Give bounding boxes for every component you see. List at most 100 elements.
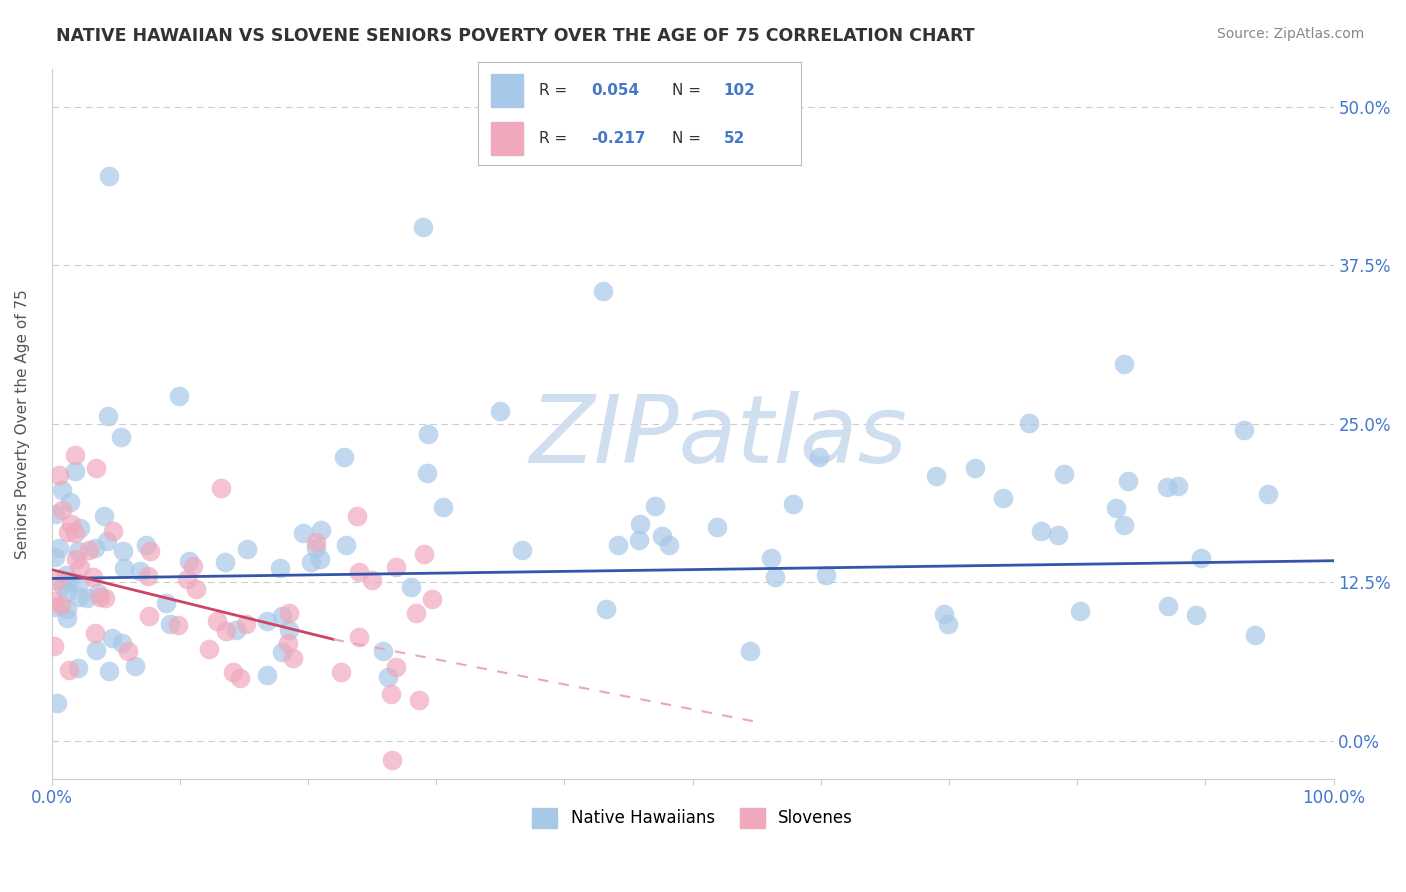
Point bbox=[384, 560, 406, 574]
Point bbox=[405, 606, 427, 620]
Point bbox=[782, 497, 804, 511]
Point bbox=[416, 466, 439, 480]
Point bbox=[763, 570, 786, 584]
Point bbox=[270, 609, 292, 624]
Point bbox=[69, 521, 91, 535]
Point bbox=[335, 537, 357, 551]
Point bbox=[58, 574, 80, 588]
Point bbox=[814, 568, 837, 582]
Point bbox=[82, 570, 104, 584]
Point bbox=[44, 599, 66, 614]
Point bbox=[380, 687, 402, 701]
Point bbox=[97, 664, 120, 678]
Point bbox=[381, 753, 404, 767]
Point bbox=[305, 541, 328, 555]
Point bbox=[67, 661, 90, 675]
Point bbox=[706, 519, 728, 533]
Point bbox=[58, 663, 80, 677]
Point bbox=[136, 568, 159, 582]
Bar bbox=[491, 74, 523, 106]
Bar bbox=[491, 122, 523, 155]
Point bbox=[51, 503, 73, 517]
Text: R =: R = bbox=[540, 131, 572, 146]
Point bbox=[221, 665, 243, 679]
Point bbox=[42, 639, 65, 653]
Point bbox=[69, 559, 91, 574]
Point bbox=[55, 567, 77, 582]
Point bbox=[211, 481, 233, 495]
Point bbox=[112, 543, 135, 558]
Point bbox=[1184, 607, 1206, 622]
Legend: Native Hawaiians, Slovenes: Native Hawaiians, Slovenes bbox=[526, 801, 859, 835]
Point bbox=[177, 554, 200, 568]
Point bbox=[592, 284, 614, 298]
Point bbox=[67, 590, 90, 604]
Point bbox=[399, 580, 422, 594]
Point bbox=[346, 508, 368, 523]
Point bbox=[658, 538, 681, 552]
Point bbox=[135, 538, 157, 552]
Text: -0.217: -0.217 bbox=[592, 131, 645, 146]
Point bbox=[59, 494, 82, 508]
Point bbox=[651, 529, 673, 543]
Point bbox=[65, 526, 87, 541]
Point bbox=[87, 586, 110, 600]
Point bbox=[432, 500, 454, 514]
Point bbox=[76, 591, 98, 606]
Text: 52: 52 bbox=[724, 131, 745, 146]
Point bbox=[1156, 480, 1178, 494]
Point bbox=[934, 607, 956, 621]
Point bbox=[1047, 528, 1070, 542]
Text: N =: N = bbox=[672, 83, 706, 97]
Point bbox=[49, 599, 72, 613]
Point bbox=[215, 624, 238, 638]
Point bbox=[347, 565, 370, 579]
Point bbox=[963, 461, 986, 475]
Point bbox=[159, 616, 181, 631]
Point bbox=[63, 449, 86, 463]
Text: Source: ZipAtlas.com: Source: ZipAtlas.com bbox=[1216, 27, 1364, 41]
Text: N =: N = bbox=[672, 131, 706, 146]
Point bbox=[48, 468, 70, 483]
Point bbox=[58, 524, 80, 539]
Point bbox=[112, 561, 135, 575]
Point bbox=[738, 644, 761, 658]
Point bbox=[292, 525, 315, 540]
Point bbox=[44, 508, 66, 522]
Point bbox=[51, 483, 73, 497]
Point bbox=[66, 544, 89, 558]
Point bbox=[412, 547, 434, 561]
Point bbox=[305, 535, 328, 549]
Point bbox=[412, 220, 434, 235]
Point bbox=[60, 516, 83, 531]
Point bbox=[45, 574, 67, 589]
Text: NATIVE HAWAIIAN VS SLOVENE SENIORS POVERTY OVER THE AGE OF 75 CORRELATION CHART: NATIVE HAWAIIAN VS SLOVENE SENIORS POVER… bbox=[56, 27, 974, 45]
Point bbox=[101, 631, 124, 645]
Point bbox=[214, 555, 236, 569]
Point bbox=[278, 607, 301, 621]
Point bbox=[235, 542, 257, 557]
Point bbox=[281, 651, 304, 665]
Point bbox=[595, 602, 617, 616]
Point bbox=[110, 430, 132, 444]
Point bbox=[83, 625, 105, 640]
Point bbox=[1053, 467, 1076, 482]
Point bbox=[96, 533, 118, 548]
Point bbox=[606, 538, 628, 552]
Point bbox=[97, 409, 120, 423]
Point bbox=[628, 533, 651, 548]
Point bbox=[277, 636, 299, 650]
Point bbox=[1157, 599, 1180, 613]
Point bbox=[278, 624, 301, 638]
Point bbox=[333, 450, 356, 464]
Point bbox=[510, 542, 533, 557]
Point bbox=[65, 551, 87, 566]
Point bbox=[86, 461, 108, 475]
Point bbox=[1118, 474, 1140, 488]
Point bbox=[408, 693, 430, 707]
Point bbox=[347, 630, 370, 644]
Point bbox=[167, 389, 190, 403]
Point bbox=[256, 667, 278, 681]
Point bbox=[207, 614, 229, 628]
Point bbox=[63, 464, 86, 478]
